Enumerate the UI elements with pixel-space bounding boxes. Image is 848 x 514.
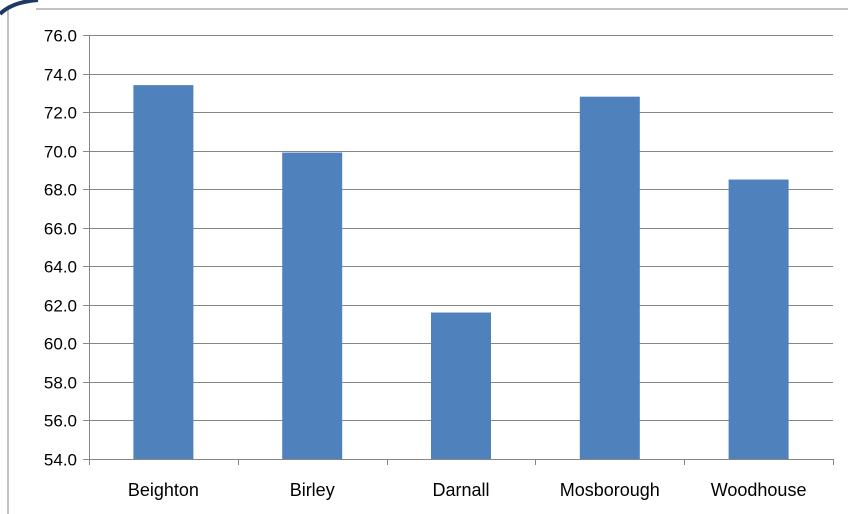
y-tick-label: 64.0 — [44, 258, 77, 277]
bar-woodhouse — [728, 179, 789, 459]
bar-birley — [282, 152, 343, 459]
y-tick-label: 58.0 — [44, 374, 77, 393]
x-category-label: Birley — [290, 480, 335, 500]
x-category-label: Woodhouse — [711, 480, 807, 500]
y-tick-label: 68.0 — [44, 181, 77, 200]
y-tick-label: 60.0 — [44, 335, 77, 354]
y-tick-label: 76.0 — [44, 27, 77, 46]
x-category-label: Mosborough — [560, 480, 660, 500]
y-tick-label: 70.0 — [44, 143, 77, 162]
axes — [83, 35, 834, 465]
x-category-labels: Beighton Birley Darnall Mosborough Woodhouse — [128, 480, 807, 500]
y-tick-label: 72.0 — [44, 104, 77, 123]
y-tick-label: 56.0 — [44, 412, 77, 431]
bar-mosborough — [579, 96, 640, 459]
y-tick-labels: 54.0 56.0 58.0 60.0 62.0 64.0 66.0 68.0 70.0 72.0… — [44, 27, 77, 470]
x-category-label: Darnall — [432, 480, 489, 500]
y-tick-label: 54.0 — [44, 451, 77, 470]
bar-darnall — [431, 312, 491, 459]
x-category-label: Beighton — [128, 480, 199, 500]
y-tick-label: 66.0 — [44, 220, 77, 239]
y-tick-label: 62.0 — [44, 297, 77, 316]
y-tick-label: 74.0 — [44, 66, 77, 85]
corner-accent-decoration — [0, 0, 39, 16]
bar-beighton — [133, 85, 194, 459]
bars — [133, 85, 789, 459]
